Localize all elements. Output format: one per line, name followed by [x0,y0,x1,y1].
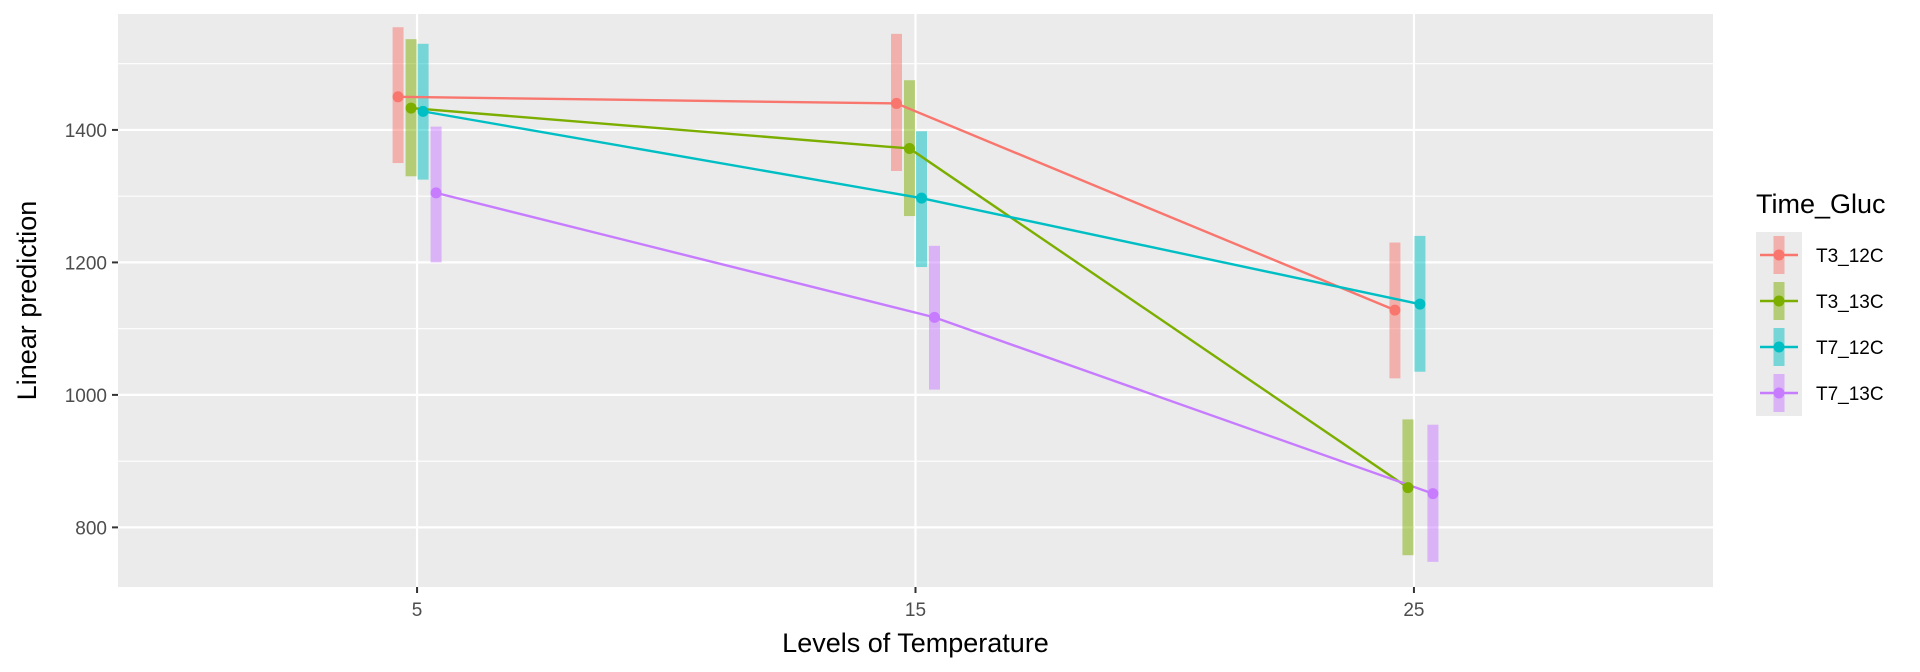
data-point [904,142,915,154]
legend-label: T7_12C [1816,338,1884,359]
legend-label: T3_12C [1816,246,1884,267]
y-axis-title: Linear prediction [12,201,42,401]
data-point [916,192,927,204]
data-point [1402,482,1414,494]
legend-key-point [1773,387,1785,399]
legend-title: Time_Gluc [1756,189,1886,219]
legend-label: T7_13C [1816,384,1884,405]
data-point [405,102,417,114]
data-point [929,311,940,323]
x-tick-label: 5 [412,600,423,621]
legend: Time_Gluc T3_12C T3_13C T7_12C T7_13C [1756,189,1886,416]
legend-key-point [1773,249,1785,261]
y-tick-label: 800 [75,518,107,539]
y-axis: 800 1000 1200 1400 [65,121,118,539]
legend-label: T3_13C [1816,292,1884,313]
data-point [392,91,404,103]
data-point [891,97,902,109]
data-point [1389,304,1401,316]
series-points [392,91,1439,500]
y-tick-label: 1000 [65,386,107,407]
data-point [1414,298,1426,310]
legend-key-point [1773,341,1785,353]
x-tick-label: 25 [1403,600,1424,621]
data-point [1427,488,1439,500]
y-tick-label: 1200 [65,253,107,274]
x-tick-label: 15 [905,600,926,621]
legend-key-point [1773,295,1785,307]
x-axis-title: Levels of Temperature [782,628,1049,658]
y-tick-label: 1400 [65,121,107,142]
data-point [430,187,442,199]
data-point [417,105,429,117]
x-axis: 5 15 25 [412,587,1425,621]
